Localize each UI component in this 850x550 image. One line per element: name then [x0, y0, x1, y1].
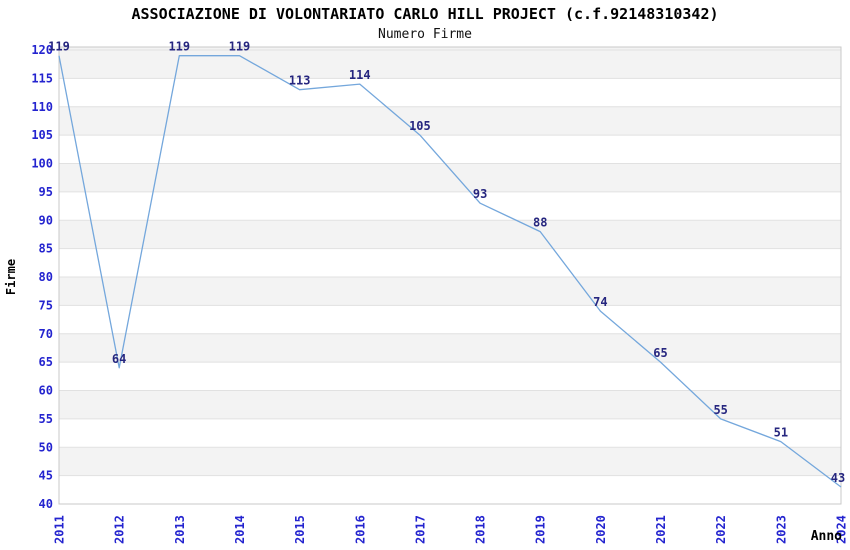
- y-tick-label: 115: [31, 71, 53, 85]
- y-tick-label: 95: [39, 185, 53, 199]
- x-tick-label: 2018: [474, 515, 488, 544]
- point-value-label: 119: [168, 40, 190, 54]
- grid-band: [59, 447, 841, 476]
- point-value-label: 74: [593, 295, 607, 309]
- grid-band: [59, 47, 841, 79]
- point-value-label: 51: [774, 426, 788, 440]
- point-value-label: 93: [473, 187, 487, 201]
- x-tick-label: 2019: [534, 515, 548, 544]
- x-tick-label: 2015: [293, 515, 307, 544]
- y-axis-title: Firme: [4, 258, 18, 296]
- x-tick-label: 2016: [353, 515, 367, 544]
- grid-band: [59, 106, 841, 136]
- point-value-label: 43: [831, 471, 845, 485]
- y-tick-label: 75: [39, 298, 53, 312]
- grid-band: [59, 220, 841, 249]
- x-tick-label: 2021: [654, 515, 668, 544]
- x-tick-label: 2013: [173, 515, 187, 544]
- y-tick-label: 40: [39, 497, 53, 511]
- y-tick-label: 65: [39, 355, 53, 369]
- grid-band: [59, 333, 841, 363]
- y-tick-label: 80: [39, 270, 53, 284]
- y-tick-label: 60: [39, 384, 53, 398]
- chart-title: ASSOCIAZIONE DI VOLONTARIATO CARLO HILL …: [131, 5, 719, 23]
- point-value-label: 88: [533, 216, 547, 230]
- x-tick-label: 2014: [233, 515, 247, 544]
- y-tick-label: 105: [31, 128, 53, 142]
- grid-band: [59, 277, 841, 306]
- point-value-label: 64: [112, 352, 126, 366]
- y-tick-label: 100: [31, 157, 53, 171]
- x-tick-label: 2020: [594, 515, 608, 544]
- y-tick-label: 110: [31, 100, 53, 114]
- data-line: [58, 55, 842, 488]
- y-tick-label: 70: [39, 327, 53, 341]
- x-axis-title: Anno: [810, 529, 842, 544]
- plot-border: [58, 46, 842, 505]
- chart-subtitle: Numero Firme: [378, 27, 472, 42]
- point-value-label: 105: [409, 119, 431, 133]
- point-value-label: 119: [48, 40, 70, 54]
- x-tick-label: 2024: [835, 515, 849, 544]
- y-tick-label: 85: [39, 242, 53, 256]
- y-tick-label: 50: [39, 440, 53, 454]
- x-tick-label: 2011: [53, 515, 67, 544]
- grid-band: [59, 163, 841, 192]
- point-value-label: 114: [349, 68, 371, 82]
- grid-band: [59, 390, 841, 419]
- point-value-label: 113: [289, 74, 311, 88]
- point-value-label: 119: [229, 40, 251, 54]
- x-tick-label: 2012: [113, 515, 127, 544]
- y-tick-label: 90: [39, 213, 53, 227]
- y-tick-label: 45: [39, 469, 53, 483]
- point-value-label: 65: [653, 346, 667, 360]
- point-value-label: 55: [713, 403, 727, 417]
- y-tick-label: 120: [31, 43, 53, 57]
- y-tick-label: 55: [39, 412, 53, 426]
- x-tick-label: 2023: [774, 515, 788, 544]
- x-tick-label: 2017: [413, 515, 427, 544]
- x-tick-label: 2022: [714, 515, 728, 544]
